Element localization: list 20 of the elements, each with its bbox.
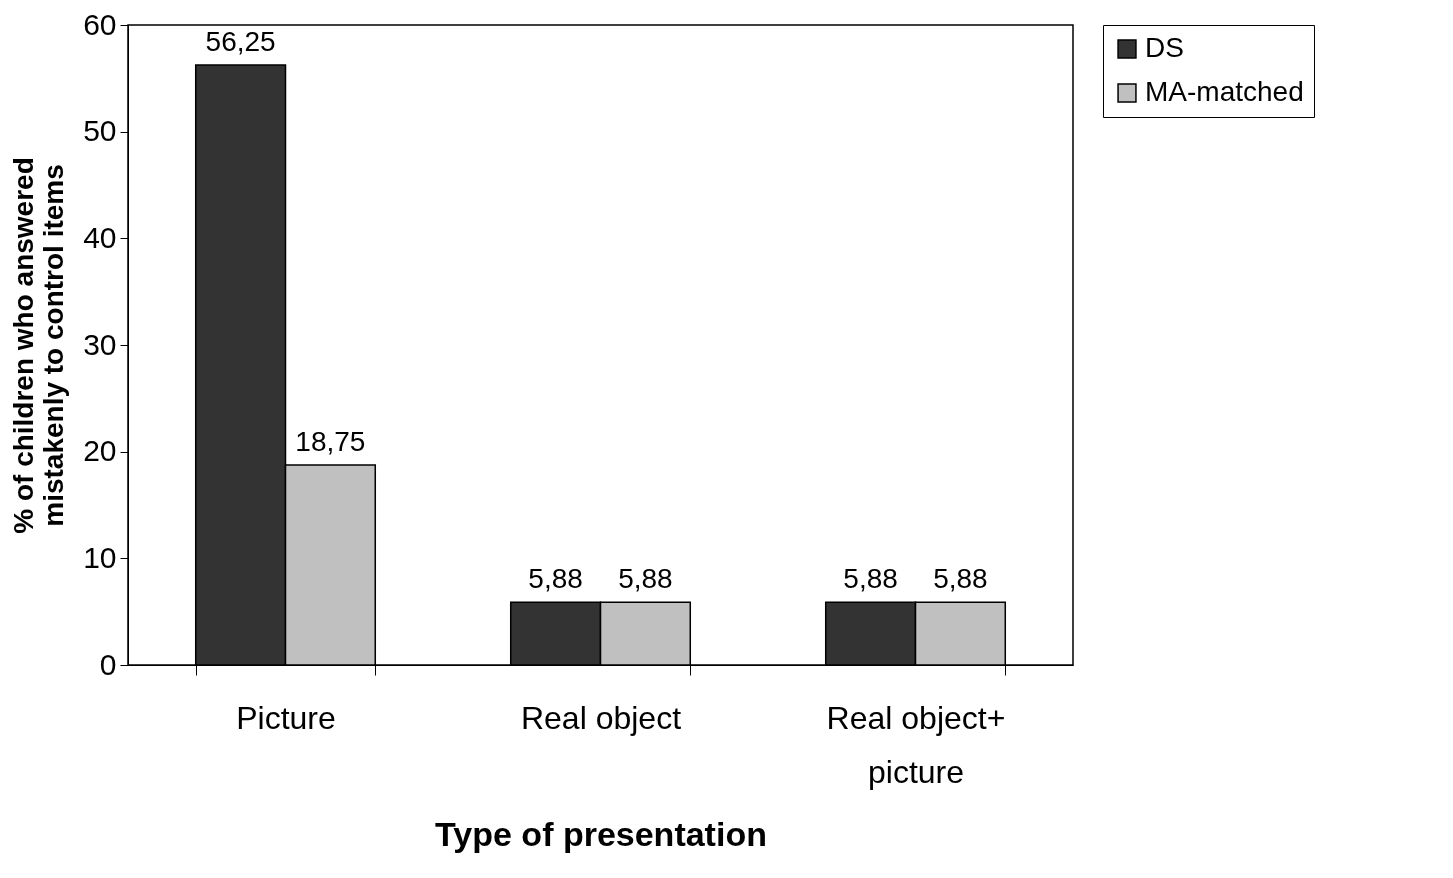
legend-label: DS xyxy=(1145,32,1184,63)
y-tick-label: 40 xyxy=(83,220,117,254)
y-tick-label: 60 xyxy=(83,7,117,41)
data-label: 56,25 xyxy=(205,26,276,57)
data-label: 18,75 xyxy=(295,426,366,457)
x-axis-title: Type of presentation xyxy=(435,814,767,853)
y-tick-label: 0 xyxy=(99,647,117,681)
data-label: 5,88 xyxy=(618,563,673,595)
x-tick-label: Picture xyxy=(236,699,336,736)
data-label: 5,88 xyxy=(933,563,988,595)
legend-label: MA-matched xyxy=(1145,76,1304,107)
y-axis-title: % of children who answered mistakenly to control items xyxy=(8,157,70,534)
x-tick-label: Real object+ picture xyxy=(826,699,1006,790)
data-label: 5,88 xyxy=(528,563,583,595)
y-tick-label: 10 xyxy=(83,540,117,574)
data-label: 5,88 xyxy=(843,563,898,595)
y-tick-label: 20 xyxy=(83,434,117,468)
x-tick-label: Real object xyxy=(520,699,682,736)
y-tick-label: 50 xyxy=(83,114,117,148)
y-tick-label: 30 xyxy=(83,327,117,361)
